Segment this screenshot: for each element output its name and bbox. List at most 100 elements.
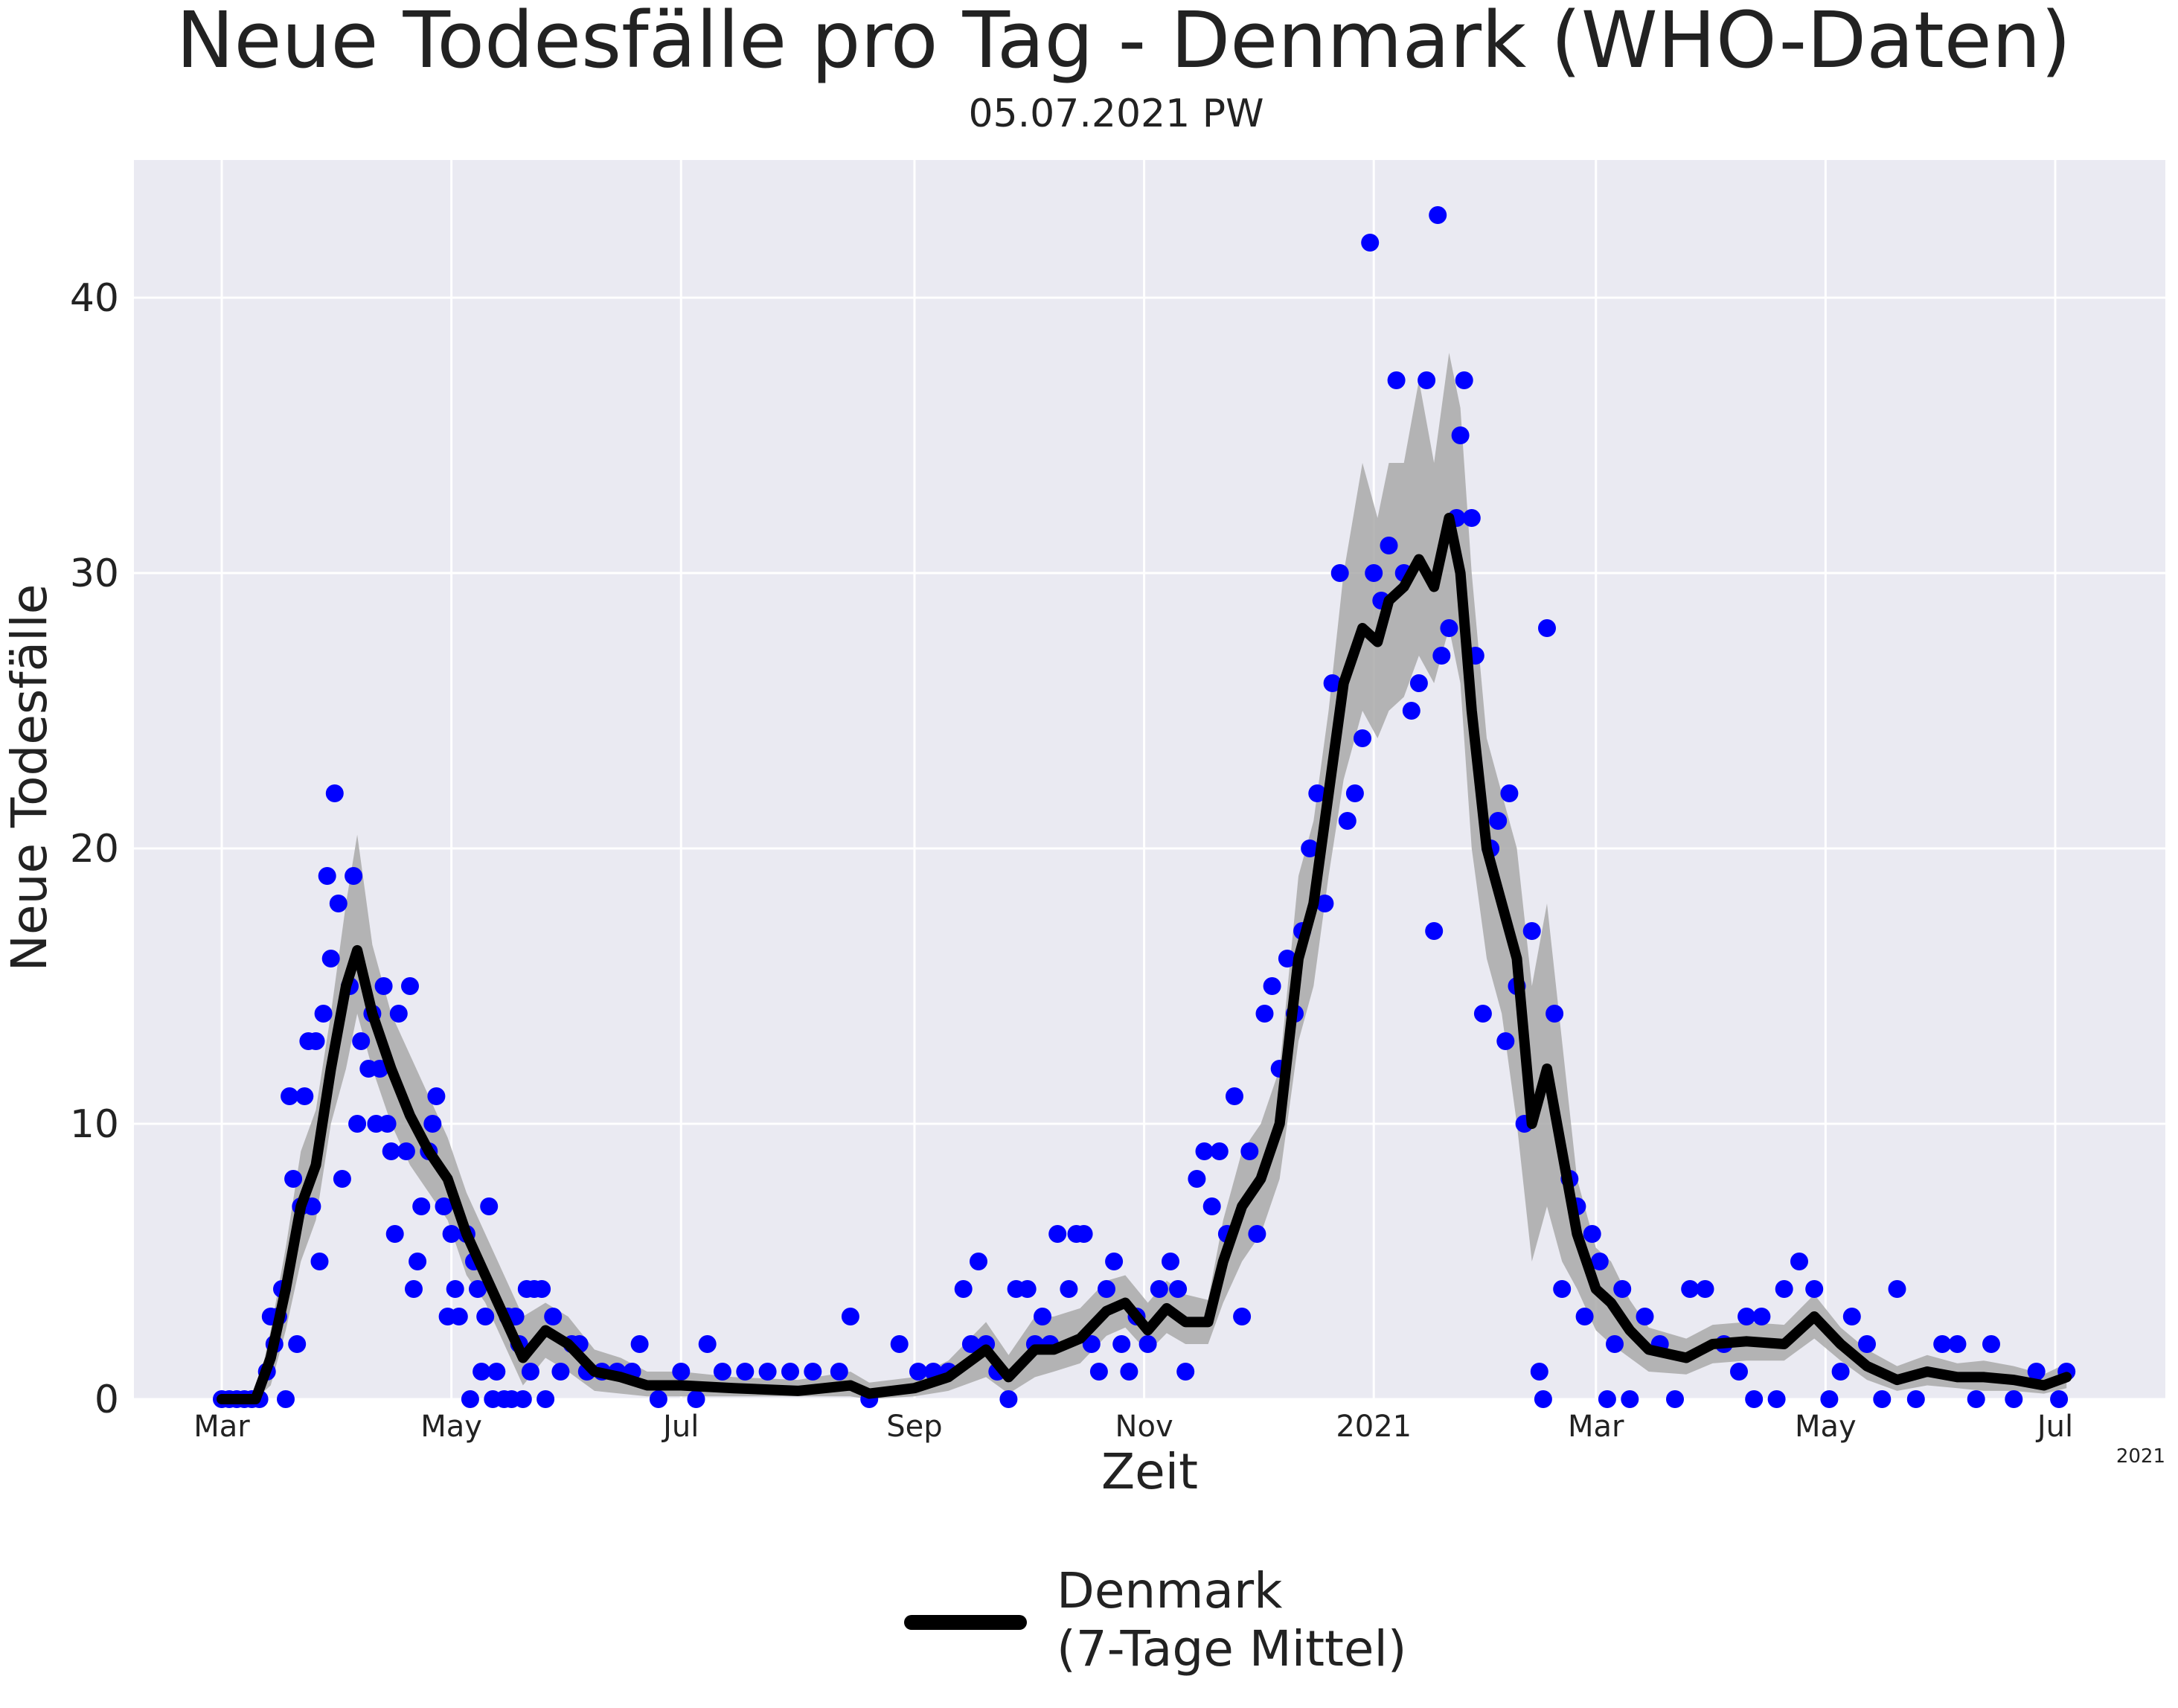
data-point	[1162, 1253, 1179, 1270]
data-point	[382, 1142, 400, 1160]
data-point	[1696, 1280, 1714, 1298]
data-point	[1432, 647, 1451, 665]
data-point	[352, 1032, 371, 1050]
data-point	[1226, 1087, 1243, 1105]
data-point	[1210, 1142, 1229, 1160]
data-point	[1575, 1308, 1594, 1325]
data-point	[1409, 674, 1428, 692]
x-tick-label: 2021	[1336, 1410, 1412, 1444]
data-point	[1621, 1390, 1639, 1408]
legend-label: Denmark (7-Tage Mittel)	[1057, 1562, 1407, 1677]
data-point	[1120, 1363, 1138, 1381]
data-point	[513, 1390, 532, 1408]
legend-label-line: (7-Tage Mittel)	[1057, 1620, 1407, 1677]
data-point	[389, 1005, 408, 1023]
data-point	[1361, 234, 1380, 252]
data-point	[1553, 1280, 1572, 1298]
data-point	[1330, 564, 1349, 582]
data-point	[1034, 1308, 1051, 1325]
data-point	[1583, 1225, 1601, 1243]
data-point	[1858, 1335, 1876, 1353]
data-point	[1316, 895, 1334, 912]
data-point	[1301, 839, 1319, 857]
data-point	[1138, 1335, 1157, 1353]
data-point	[307, 1032, 325, 1050]
data-point	[476, 1308, 495, 1325]
data-point	[318, 867, 336, 885]
data-point	[1948, 1335, 1967, 1353]
data-point	[1060, 1280, 1078, 1298]
legend: Denmark (7-Tage Mittel)	[904, 1562, 1407, 1677]
data-point	[1263, 977, 1281, 995]
series-line	[217, 513, 2072, 1404]
data-point	[1240, 1142, 1259, 1160]
data-point	[1105, 1253, 1124, 1270]
data-point	[630, 1335, 649, 1353]
data-point	[1546, 1005, 1564, 1023]
data-point	[736, 1363, 755, 1381]
data-point	[1606, 1335, 1624, 1353]
data-point	[961, 1335, 980, 1353]
data-point	[1462, 509, 1481, 527]
data-point	[1636, 1308, 1654, 1325]
data-point	[2005, 1390, 2023, 1408]
data-point	[1805, 1280, 1824, 1298]
data-point	[1522, 922, 1541, 940]
x-tick-label: Mar	[1568, 1410, 1624, 1444]
data-point	[533, 1280, 551, 1298]
rolling-mean-line	[217, 513, 2072, 1404]
data-point	[295, 1087, 314, 1105]
data-point	[954, 1280, 973, 1298]
data-point	[909, 1363, 927, 1381]
chart-title: Neue Todesfälle pro Tag - Denmark (WHO-D…	[176, 0, 2071, 86]
data-point	[1820, 1390, 1839, 1408]
data-point	[1202, 1197, 1221, 1215]
data-point	[1730, 1363, 1748, 1381]
data-point	[1338, 812, 1357, 830]
data-point	[1150, 1280, 1168, 1298]
data-point	[1195, 1142, 1214, 1160]
data-point	[551, 1363, 570, 1381]
x-tick-label: May	[420, 1410, 482, 1444]
data-point	[1176, 1363, 1195, 1381]
x-tick-label: Sep	[886, 1410, 942, 1444]
x-axis-offset-label: 2021	[2116, 1445, 2165, 1468]
data-point	[348, 1115, 367, 1133]
data-point	[473, 1363, 491, 1381]
data-point	[544, 1308, 563, 1325]
data-point	[1967, 1390, 1985, 1408]
data-point	[1500, 784, 1519, 802]
data-point	[2027, 1363, 2046, 1381]
data-point	[1380, 537, 1398, 554]
data-point	[435, 1197, 453, 1215]
x-axis-label: Zeit	[1101, 1443, 1198, 1500]
data-point	[405, 1280, 423, 1298]
data-point	[1089, 1363, 1108, 1381]
data-point	[1098, 1280, 1115, 1298]
data-point	[830, 1363, 848, 1381]
data-point	[1790, 1253, 1808, 1270]
gridlines	[134, 160, 2165, 1401]
data-point	[1775, 1280, 1793, 1298]
data-point	[1429, 206, 1447, 224]
data-point	[1082, 1335, 1101, 1353]
data-point	[999, 1390, 1018, 1408]
data-point	[310, 1253, 329, 1270]
data-point	[378, 1115, 397, 1133]
data-point	[401, 977, 419, 995]
data-point	[1888, 1280, 1906, 1298]
data-point	[1745, 1390, 1764, 1408]
data-point	[1418, 371, 1436, 389]
data-point	[1365, 564, 1383, 582]
data-point	[442, 1225, 461, 1243]
data-point	[713, 1363, 731, 1381]
data-point	[284, 1170, 303, 1188]
data-point	[1387, 371, 1406, 389]
data-point	[461, 1390, 479, 1408]
data-point	[1767, 1390, 1786, 1408]
data-point	[1402, 702, 1420, 720]
data-point	[1451, 426, 1470, 444]
data-point	[1112, 1335, 1131, 1353]
data-point	[1308, 784, 1327, 802]
data-point	[1248, 1225, 1266, 1243]
